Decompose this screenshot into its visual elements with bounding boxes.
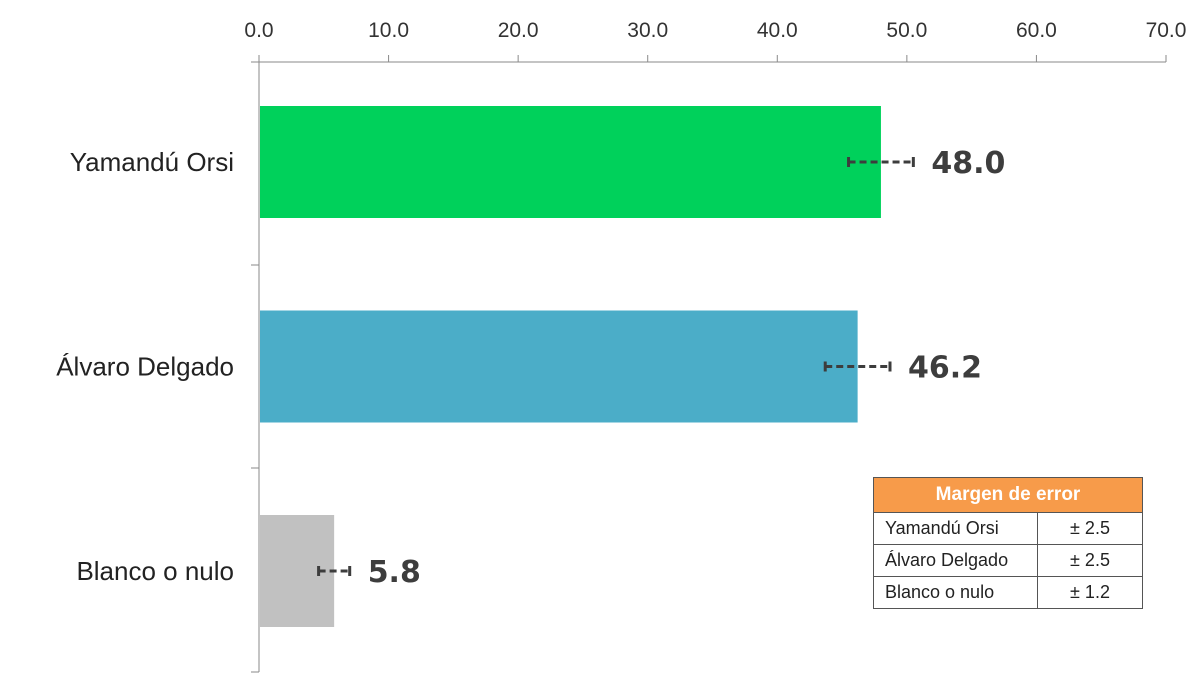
bar [260,310,858,423]
table-row: Yamandú Orsi ± 2.5 [873,512,1143,545]
error-row-label: Álvaro Delgado [873,544,1038,577]
error-margin-table: Margen de error Yamandú Orsi ± 2.5 Álvar… [873,477,1143,609]
x-tick-label: 0.0 [244,19,273,42]
error-row-value: ± 2.5 [1037,512,1143,545]
error-row-label: Blanco o nulo [873,576,1038,609]
data-label: 5.8 [368,555,421,590]
category-label: Blanco o nulo [76,556,234,586]
x-tick-label: 60.0 [1016,19,1057,42]
error-table-header: Margen de error [873,477,1143,513]
table-row: Blanco o nulo ± 1.2 [873,576,1143,609]
x-tick-label: 70.0 [1146,19,1187,42]
error-row-label: Yamandú Orsi [873,512,1038,545]
category-label: Álvaro Delgado [56,352,234,382]
data-label: 48.0 [931,146,1005,181]
x-tick-label: 20.0 [498,19,539,42]
error-row-value: ± 2.5 [1037,544,1143,577]
x-tick-label: 50.0 [886,19,927,42]
x-tick-label: 30.0 [627,19,668,42]
x-tick-label: 40.0 [757,19,798,42]
bars [260,106,915,627]
x-axis: 0.0 10.0 20.0 30.0 40.0 50.0 60.0 70.0 [244,19,1187,673]
error-row-value: ± 1.2 [1037,576,1143,609]
category-label: Yamandú Orsi [70,147,234,177]
labels: Yamandú Orsi 48.0 Álvaro Delgado 46.2 Blanco… [56,146,1005,590]
x-tick-label: 10.0 [368,19,409,42]
bar [260,106,881,218]
data-label: 46.2 [908,351,982,386]
table-row: Álvaro Delgado ± 2.5 [873,544,1143,577]
